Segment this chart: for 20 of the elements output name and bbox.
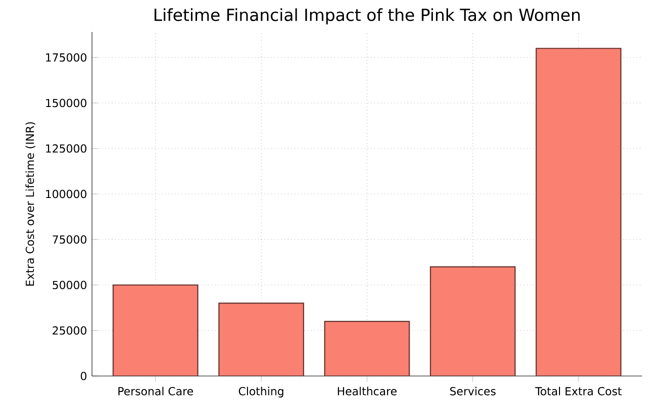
y-tick-label: 50000 (52, 280, 86, 290)
x-tick-label: Personal Care (118, 386, 193, 396)
x-tick-label: Healthcare (338, 386, 397, 396)
y-tick-label: 175000 (46, 53, 86, 62)
bar (218, 302, 304, 376)
x-tick-label: Clothing (238, 386, 284, 398)
y-tick-label: 0 (80, 372, 86, 380)
x-tick-label: Total Extra Cost (535, 386, 622, 396)
x-tick-label: Services (450, 386, 496, 396)
bar (536, 48, 622, 376)
bar (112, 284, 198, 376)
y-tick-label: 100000 (46, 190, 86, 198)
y-tick-label: 125000 (46, 144, 86, 153)
y-axis-title: Extra Cost over Lifetime (INR) (25, 122, 36, 286)
chart-title: Lifetime Financial Impact of the Pink Tax on Women (154, 8, 580, 24)
y-tick-label: 150000 (46, 98, 86, 108)
bar (324, 320, 410, 376)
y-tick-label: 25000 (52, 326, 86, 335)
y-tick-label: 75000 (52, 235, 86, 244)
bar (430, 266, 516, 376)
